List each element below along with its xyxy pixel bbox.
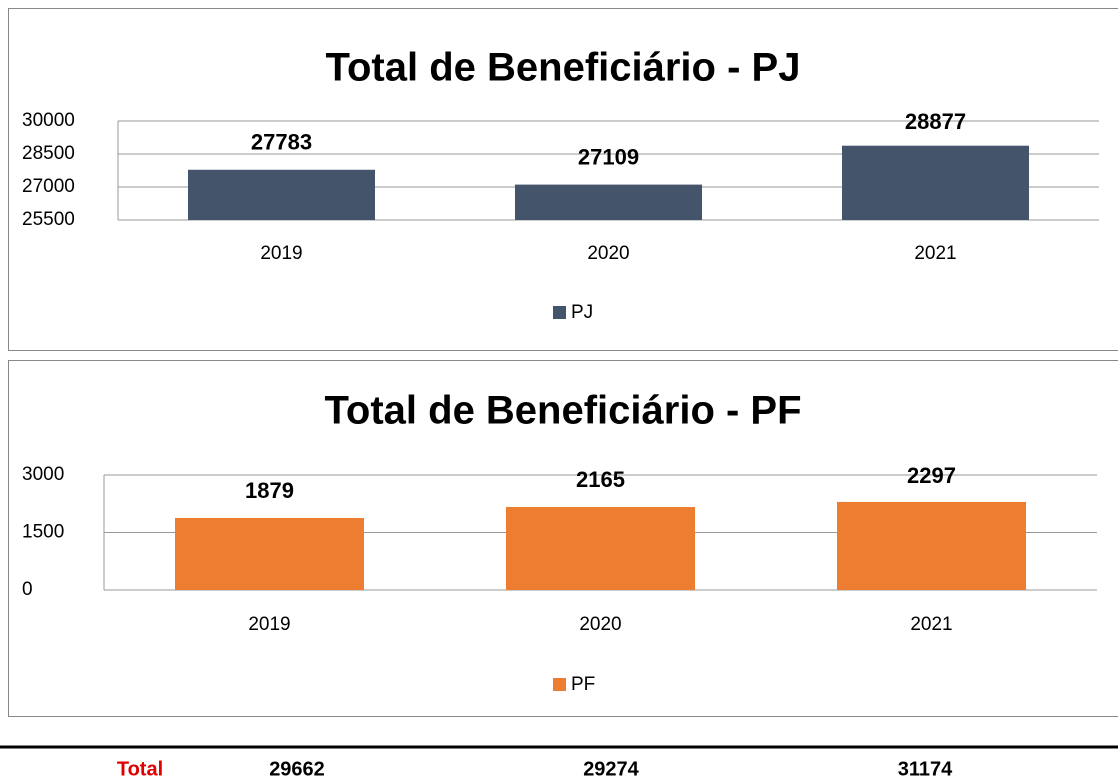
y-tick-label: 3000: [22, 464, 64, 485]
bar: [837, 501, 1026, 590]
table-label: Total: [117, 758, 163, 780]
y-tick-label: 27000: [22, 176, 75, 197]
value-label: 27109: [578, 144, 639, 169]
x-tick-label: 2021: [914, 243, 956, 264]
x-tick-label: 2019: [248, 614, 290, 635]
x-tick-label: 2020: [579, 614, 621, 635]
chart-title: Total de Beneficiário - PF: [324, 389, 801, 433]
table-value: 29662: [269, 758, 325, 780]
legend-label: PJ: [571, 302, 593, 323]
chart-title: Total de Beneficiário - PJ: [326, 46, 801, 90]
bar: [515, 184, 702, 220]
value-label: 2297: [907, 463, 956, 488]
x-tick-label: 2020: [587, 243, 629, 264]
y-tick-label: 25500: [22, 209, 75, 230]
bar: [506, 507, 695, 590]
y-tick-label: 0: [22, 579, 33, 600]
y-tick-label: 1500: [22, 522, 64, 543]
table-value: 29274: [583, 758, 639, 780]
legend-swatch: [553, 678, 566, 691]
table-value: 31174: [898, 758, 953, 780]
value-label: 27783: [251, 130, 312, 155]
y-tick-label: 28500: [22, 143, 75, 164]
value-label: 1879: [245, 478, 294, 503]
x-tick-label: 2021: [910, 614, 952, 635]
legend-label: PF: [571, 674, 595, 695]
bar: [842, 145, 1029, 220]
y-tick-label: 30000: [22, 110, 75, 131]
value-label: 2165: [576, 467, 625, 492]
value-label: 28877: [905, 109, 966, 134]
bar: [175, 517, 364, 590]
bar: [188, 169, 375, 220]
x-tick-label: 2019: [260, 243, 302, 264]
legend-swatch: [553, 306, 566, 319]
